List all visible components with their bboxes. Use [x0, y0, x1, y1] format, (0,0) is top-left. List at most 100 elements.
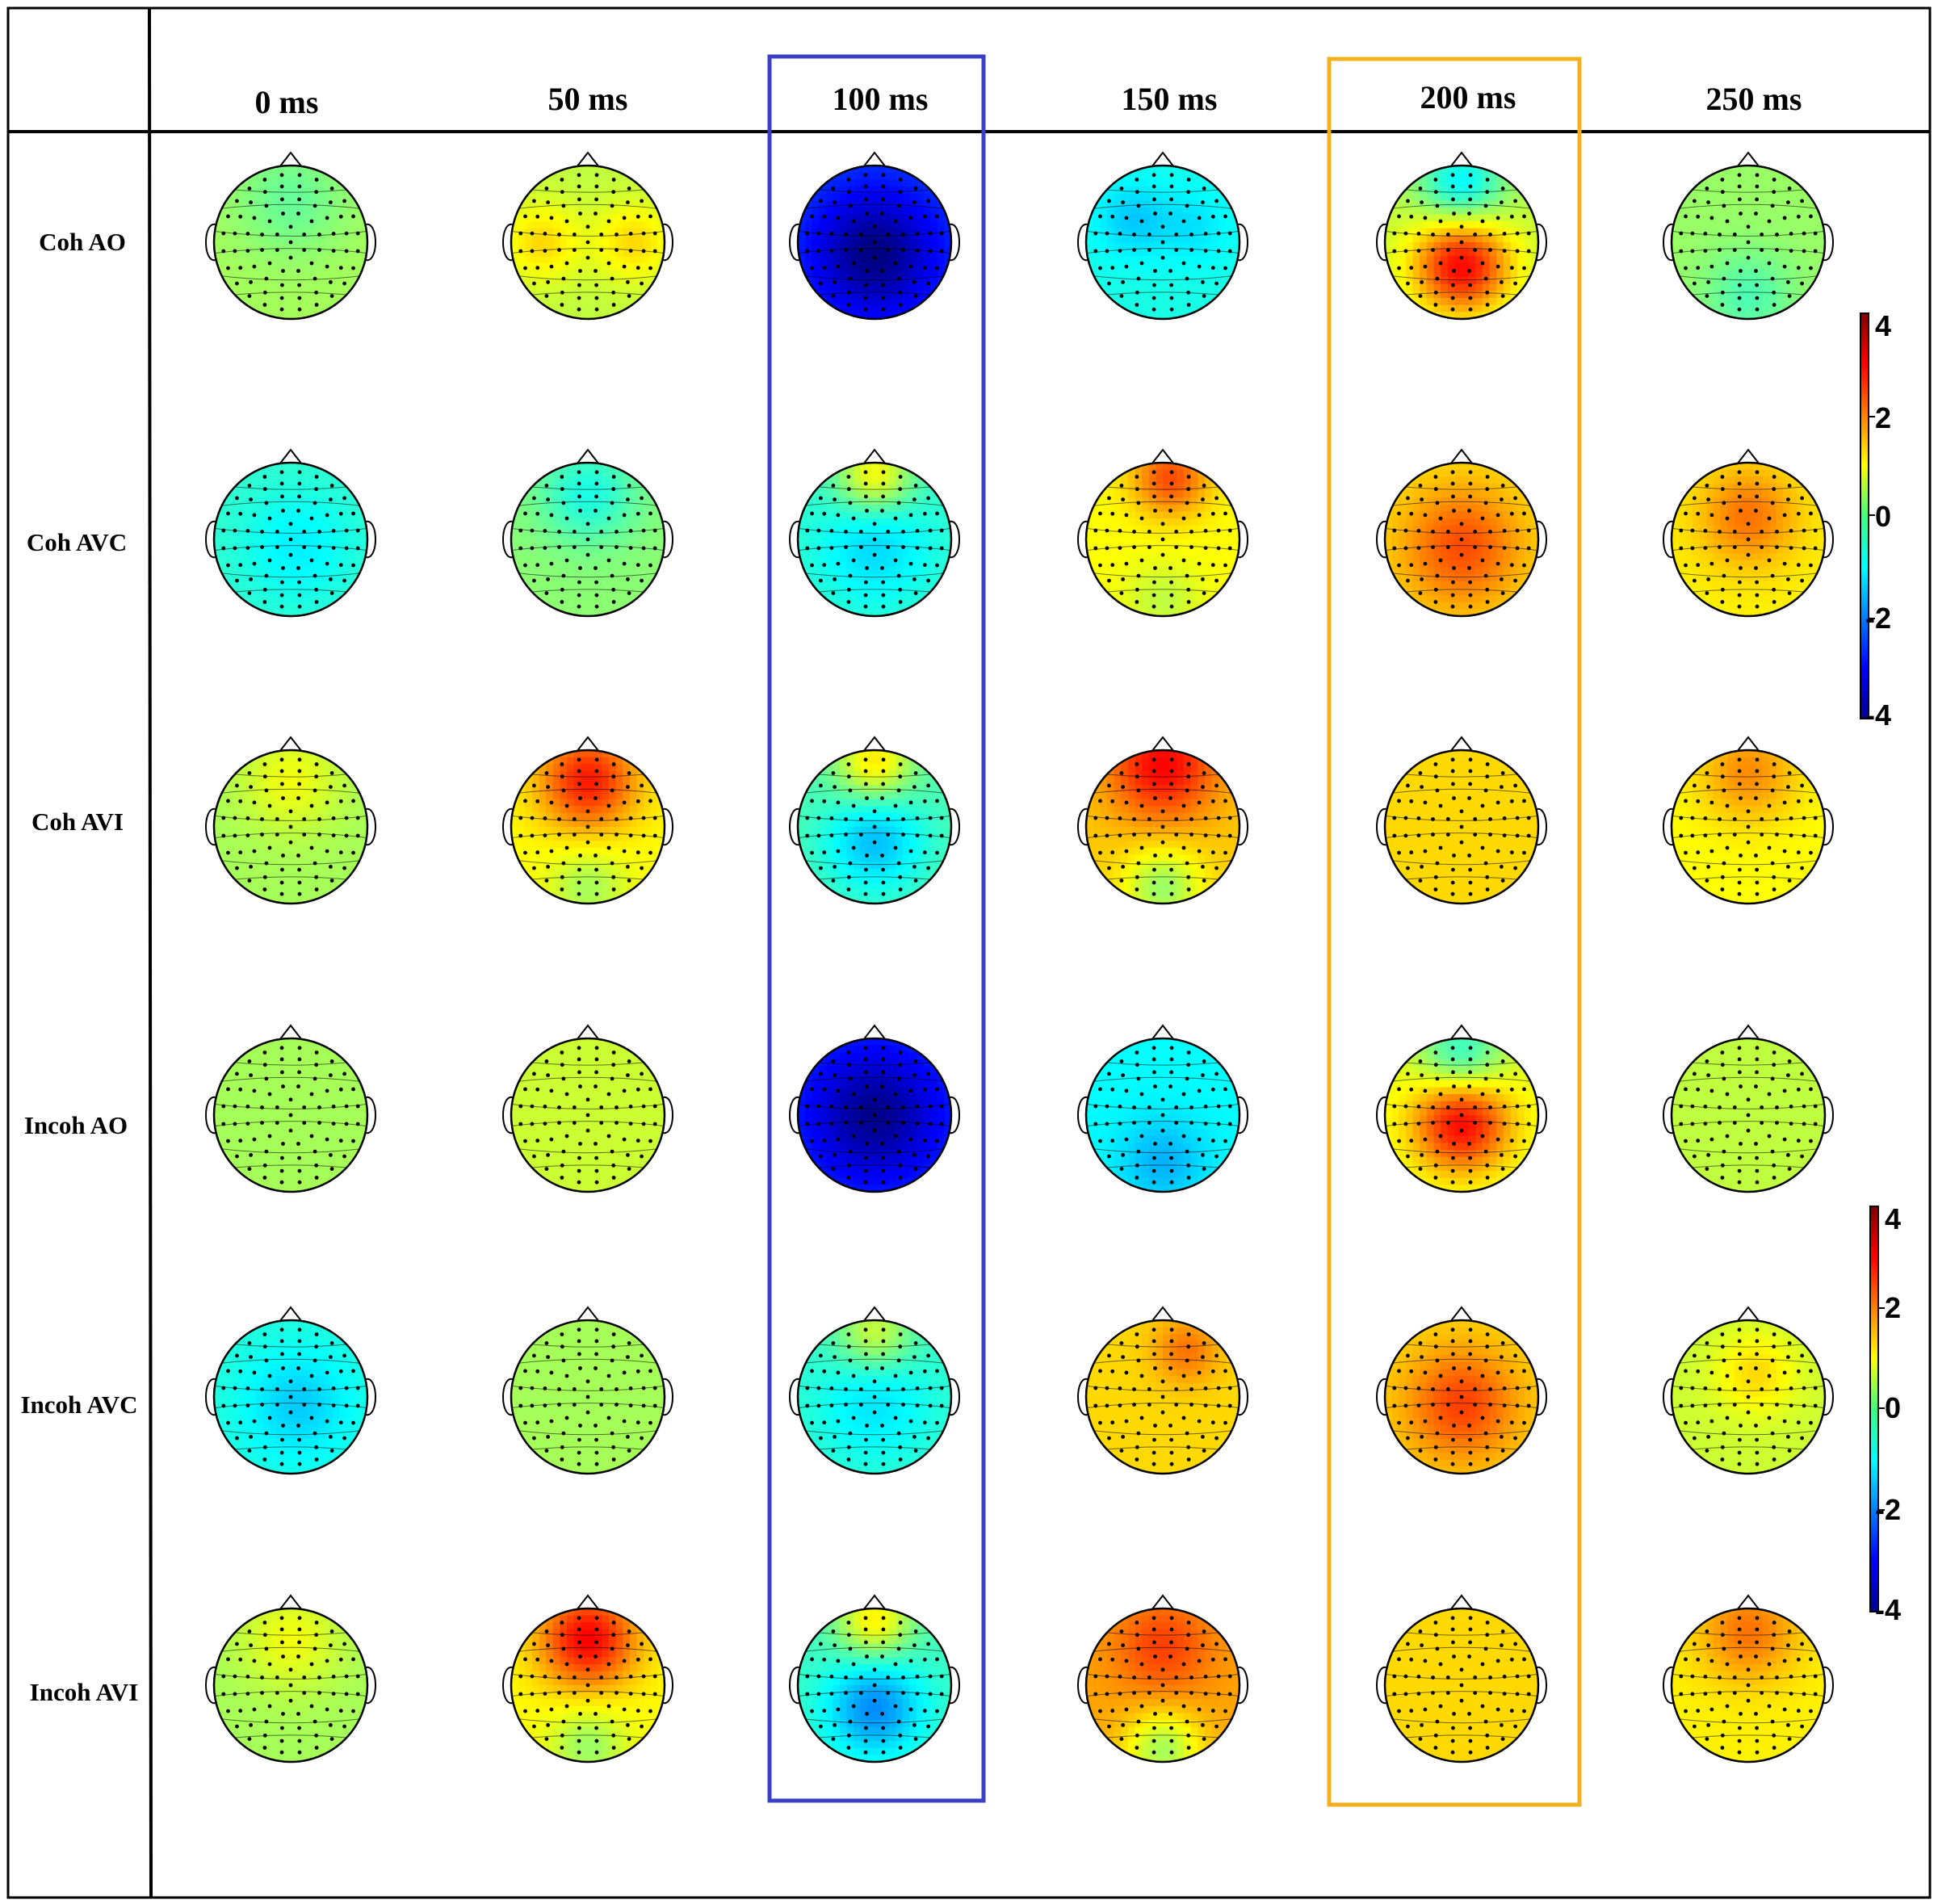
topoplot-coh-avi-50ms: [502, 736, 673, 905]
electrode-dots: [1392, 470, 1531, 609]
left-ear-outline: [789, 223, 800, 262]
nose-outline: [1449, 448, 1474, 465]
left-ear-outline: [1663, 807, 1674, 846]
right-ear-outline: [1237, 1096, 1248, 1134]
left-ear-outline: [502, 1378, 514, 1416]
left-ear-outline: [1077, 1378, 1089, 1416]
colorbar-top: 4 2 0 -2 -4: [1860, 309, 1891, 732]
topoplot-incoh-ao-250ms: [1663, 1024, 1834, 1193]
electrode-dots: [805, 1327, 944, 1466]
electrode-dots: [518, 1616, 657, 1755]
left-ear-outline: [1663, 223, 1674, 262]
right-ear-outline: [949, 1378, 960, 1416]
head-outline: [1670, 1319, 1827, 1475]
topoplot-incoh-ao-200ms: [1376, 1024, 1547, 1193]
electrode-dots: [518, 470, 657, 609]
head-outline: [212, 749, 369, 905]
n1-label: N1: [854, 1816, 917, 1873]
topoplot-coh-ao-0ms: [205, 151, 376, 321]
left-ear-outline: [502, 807, 514, 846]
left-ear-outline: [789, 520, 800, 559]
right-ear-outline: [662, 807, 673, 846]
nose-outline: [1449, 1594, 1474, 1611]
nose-outline: [1449, 1306, 1474, 1323]
head-outline: [510, 1607, 666, 1764]
electrode-dots: [1679, 757, 1818, 896]
head-outline: [212, 1037, 369, 1193]
row-label-coh-avi: Coh AVI: [31, 807, 124, 836]
topoplot-grid: [205, 151, 1834, 1764]
head-outline: [1084, 749, 1241, 905]
topoplot-incoh-avi-150ms: [1077, 1594, 1248, 1764]
topoplot-incoh-ao-50ms: [502, 1024, 673, 1193]
right-ear-outline: [949, 807, 960, 846]
right-ear-outline: [662, 1666, 673, 1705]
left-ear-outline: [1663, 520, 1674, 559]
nose-outline: [1449, 151, 1474, 168]
left-ear-outline: [1663, 1666, 1674, 1705]
nose-outline: [576, 1594, 600, 1611]
topoplot-incoh-ao-150ms: [1077, 1024, 1248, 1193]
row-label-coh-avc: Coh AVC: [27, 528, 127, 556]
colorbar-bottom: 4 2 0 -2 -4: [1869, 1202, 1901, 1626]
nose-outline: [279, 151, 303, 168]
col-header-0ms: 0 ms: [255, 84, 319, 120]
topoplot-incoh-avi-0ms: [205, 1594, 376, 1764]
nose-outline: [862, 448, 887, 465]
nose-outline: [576, 151, 600, 168]
topoplot-coh-avi-200ms: [1376, 736, 1547, 905]
left-ear-outline: [1376, 807, 1387, 846]
topoplot-incoh-avc-150ms: [1077, 1306, 1248, 1475]
electrode-dots: [221, 1616, 360, 1755]
column-headers: 0 ms 50 ms 100 ms 150 ms 200 ms 250 ms: [255, 79, 1802, 120]
left-ear-outline: [205, 1378, 216, 1416]
electrode-dots: [1392, 1046, 1531, 1185]
nose-outline: [1151, 151, 1175, 168]
electrode-dots: [805, 1616, 944, 1755]
colorbar-tick-label: 4: [1885, 1202, 1901, 1235]
nose-outline: [576, 448, 600, 465]
nose-outline: [1449, 736, 1474, 753]
contour-lines: [1672, 187, 1825, 298]
electrode-dots: [1679, 1616, 1818, 1755]
left-ear-outline: [789, 807, 800, 846]
right-ear-outline: [949, 223, 960, 262]
left-ear-outline: [502, 1666, 514, 1705]
right-ear-outline: [365, 223, 376, 262]
nose-outline: [279, 1306, 303, 1323]
electrode-dots: [1392, 173, 1531, 312]
topoplot-coh-ao-200ms: [1376, 151, 1547, 321]
right-ear-outline: [1237, 807, 1248, 846]
right-ear-outline: [949, 520, 960, 559]
nose-outline: [576, 1306, 600, 1323]
topoplot-incoh-avc-0ms: [205, 1306, 376, 1475]
table-frame: [6, 6, 1932, 1899]
left-ear-outline: [1376, 1378, 1387, 1416]
right-ear-outline: [1536, 1666, 1547, 1705]
head-outline: [1084, 1319, 1241, 1475]
head-outline: [212, 1607, 369, 1764]
nose-outline: [862, 736, 887, 753]
right-ear-outline: [365, 1378, 376, 1416]
row-label-incoh-avi: Incoh AVI: [30, 1678, 139, 1706]
topoplot-incoh-avi-50ms: [502, 1594, 673, 1764]
electrode-dots: [1093, 173, 1232, 312]
colorbar-tick-label: 4: [1875, 309, 1891, 342]
nose-outline: [862, 151, 887, 168]
electrode-dots: [221, 470, 360, 609]
nose-outline: [1736, 448, 1760, 465]
nose-outline: [576, 1024, 600, 1041]
left-ear-outline: [502, 223, 514, 262]
left-ear-outline: [1077, 1096, 1089, 1134]
head-outline: [1383, 164, 1540, 321]
head-outline: [1383, 1037, 1540, 1193]
head-outline: [510, 749, 666, 905]
topoplot-incoh-avi-100ms: [789, 1594, 960, 1764]
row-label-incoh-ao: Incoh AO: [24, 1111, 128, 1139]
electrode-dots: [1392, 1327, 1531, 1466]
left-ear-outline: [1663, 1378, 1674, 1416]
head-outline: [1383, 1607, 1540, 1764]
topoplot-incoh-avc-250ms: [1663, 1306, 1834, 1475]
topoplot-coh-avc-150ms: [1077, 448, 1248, 618]
right-ear-outline: [1237, 223, 1248, 262]
